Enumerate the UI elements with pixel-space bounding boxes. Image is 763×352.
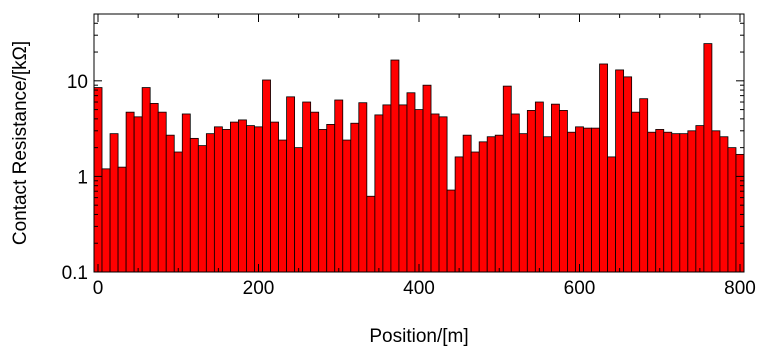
bar <box>197 145 207 273</box>
bar <box>342 139 352 273</box>
bar <box>374 114 384 273</box>
bar <box>671 133 681 273</box>
bar <box>93 87 103 273</box>
bar <box>117 166 127 273</box>
bar <box>334 99 344 273</box>
bar <box>470 151 480 273</box>
x-tick-label: 200 <box>243 278 275 299</box>
bars-layer <box>93 43 745 273</box>
bar <box>599 63 608 273</box>
bar <box>655 129 665 273</box>
bar <box>230 121 239 273</box>
bar <box>534 101 544 273</box>
bar <box>438 116 448 273</box>
bar <box>430 113 440 273</box>
bar <box>494 134 504 273</box>
bar <box>703 43 713 273</box>
bar <box>727 147 737 273</box>
x-tick-label: 800 <box>724 278 756 299</box>
y-axis-label: Contact Resistance/[kΩ] <box>10 41 31 245</box>
bar <box>679 133 689 273</box>
bar <box>149 103 159 273</box>
bar <box>358 102 368 273</box>
bar <box>687 130 697 273</box>
bar <box>502 85 512 273</box>
bar <box>173 151 183 273</box>
bar <box>213 126 223 273</box>
bar <box>446 189 456 273</box>
bar <box>310 111 320 273</box>
bar <box>109 133 119 273</box>
bar <box>567 131 576 273</box>
bar <box>663 131 673 273</box>
bar <box>238 119 247 273</box>
bar <box>695 125 705 273</box>
bar <box>518 133 528 273</box>
bar <box>181 113 191 273</box>
bar <box>526 110 536 273</box>
y-tick-label: 0.1 <box>62 263 88 284</box>
bar <box>254 126 263 273</box>
bar <box>735 153 745 273</box>
bar <box>165 134 175 273</box>
bar <box>591 127 600 273</box>
bar <box>262 79 271 273</box>
bar <box>141 87 151 273</box>
bar <box>559 110 568 273</box>
bar <box>302 101 312 273</box>
bar <box>157 111 167 273</box>
bar <box>406 92 416 273</box>
x-axis-label: Position/[m] <box>369 326 468 347</box>
bar <box>326 124 336 273</box>
bar <box>478 141 488 273</box>
y-tick-label: 1 <box>77 167 88 188</box>
y-tick-label: 10 <box>67 72 88 93</box>
bar <box>414 109 424 273</box>
bar <box>390 59 400 273</box>
bar <box>631 111 641 273</box>
bar <box>133 116 143 273</box>
bar <box>454 156 464 273</box>
bar <box>246 125 255 273</box>
bar <box>318 129 328 273</box>
bar <box>270 121 279 273</box>
ticks-layer: 0 200 400 600 800 0.1 1 10 <box>62 13 756 299</box>
bar <box>623 76 633 273</box>
x-tick-label: 400 <box>403 278 435 299</box>
bar <box>575 126 584 273</box>
bar <box>350 122 360 273</box>
bar <box>639 98 649 273</box>
bar <box>510 113 520 273</box>
bar <box>542 136 552 273</box>
bar <box>647 131 657 273</box>
x-tick-label: 0 <box>93 278 104 299</box>
bar <box>719 136 729 273</box>
bar <box>486 136 496 273</box>
bar <box>551 103 560 273</box>
bar <box>711 130 721 273</box>
bar <box>382 104 392 273</box>
bar <box>462 134 472 273</box>
bar <box>125 111 135 273</box>
bar <box>615 69 625 273</box>
bar <box>422 84 432 273</box>
bar <box>221 129 231 273</box>
bar <box>366 195 376 273</box>
bar <box>398 104 408 273</box>
bar <box>583 127 592 273</box>
bar <box>294 147 304 273</box>
bar <box>278 139 287 273</box>
x-tick-label: 600 <box>564 278 596 299</box>
bar <box>286 96 296 273</box>
bar <box>101 168 111 273</box>
bar <box>607 156 617 273</box>
bar <box>205 133 215 273</box>
bar <box>189 137 199 273</box>
